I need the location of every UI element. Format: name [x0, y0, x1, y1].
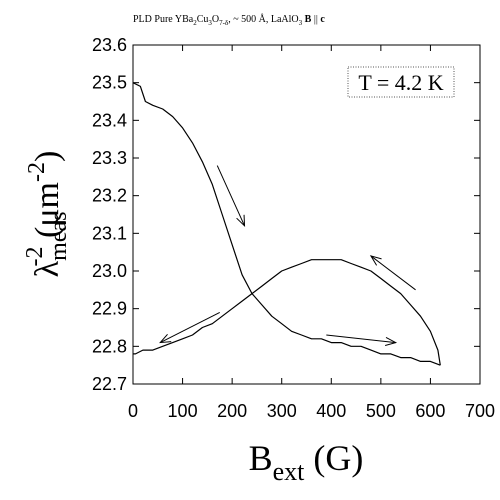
series-lines [132, 82, 441, 366]
x-tick-label: 100 [168, 401, 198, 421]
y-tick-label: 23.4 [92, 110, 127, 130]
arrow-1 [326, 334, 398, 347]
x-tick-label: 200 [217, 401, 247, 421]
y-tick-label: 23.3 [92, 148, 127, 168]
x-tick-label: 300 [267, 401, 297, 421]
y-tick-label: 23.5 [92, 73, 127, 93]
axis-ticks [132, 44, 481, 385]
direction-arrows [159, 165, 416, 347]
y-tick-label: 23.0 [92, 261, 127, 281]
x-tick-label: 600 [415, 401, 445, 421]
y-axis-label: λmeas-2 (μm-2) [22, 151, 72, 278]
annotation-box [347, 66, 455, 98]
y-tick-label: 23.1 [92, 223, 127, 243]
arrow-2 [369, 255, 416, 291]
x-tick-label: 500 [366, 401, 396, 421]
annotation-text: T = 4.2 K [358, 70, 443, 95]
y-label-superscript: -2 [22, 247, 48, 267]
arrow-3 [159, 311, 220, 344]
x-tick-labels: 0 100 200 300 400 500 600 700 [128, 401, 495, 421]
y-tick-label: 23.6 [92, 35, 127, 55]
x-tick-label: 400 [316, 401, 346, 421]
y-label-subscript: meas [46, 212, 72, 261]
y-tick-label: 22.8 [92, 336, 127, 356]
plot-frame [132, 44, 481, 385]
x-tick-label: 0 [128, 401, 138, 421]
y-tick-label: 22.7 [92, 374, 127, 394]
y-tick-labels: 22.7 22.8 22.9 23.0 23.1 23.2 23.3 23.4 23.5 23.6 [92, 35, 127, 394]
y-tick-label: 22.9 [92, 299, 127, 319]
arrow-0 [216, 165, 246, 228]
series-line-0 [132, 82, 441, 366]
x-axis-label: Bext (G) [249, 438, 364, 486]
y-tick-label: 23.2 [92, 186, 127, 206]
series-line-1 [133, 259, 441, 366]
x-tick-label: 700 [465, 401, 495, 421]
chart-title: PLD Pure YBa2Cu3O7-δ, ~ 500 Å, LaAlO3 B … [133, 13, 325, 27]
